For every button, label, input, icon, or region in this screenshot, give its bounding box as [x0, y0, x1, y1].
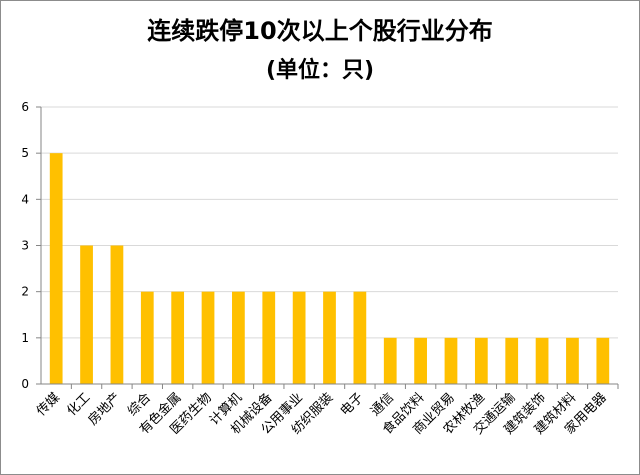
gridlines	[41, 106, 618, 339]
y-tick-label: 4	[21, 192, 29, 206]
bar	[383, 337, 397, 384]
bar	[566, 337, 579, 384]
bar	[414, 337, 427, 384]
x-category-label: 电子	[338, 390, 367, 419]
y-tick-label: 1	[21, 331, 29, 345]
bar	[171, 291, 185, 384]
y-tick-label: 6	[21, 100, 29, 114]
y-axis-ticks: 0 1 2 3 4 5 6	[21, 100, 41, 391]
bar	[110, 245, 124, 384]
y-tick-label: 2	[21, 285, 29, 299]
bar	[505, 337, 519, 384]
bar	[201, 291, 215, 384]
bar	[596, 337, 610, 384]
chart-subtitle: (单位：只)	[266, 57, 374, 83]
x-category-label: 传媒	[34, 390, 63, 419]
bar	[353, 291, 367, 384]
bar	[444, 337, 458, 384]
y-tick-label: 0	[21, 377, 29, 391]
bar	[474, 337, 488, 384]
x-category-label: 房地产	[85, 390, 124, 429]
bar	[262, 291, 276, 384]
chart-title: 连续跌停10次以上个股行业分布	[147, 17, 492, 45]
bar	[292, 291, 306, 384]
bar	[140, 291, 154, 384]
bar	[232, 291, 245, 384]
bar	[49, 153, 63, 384]
y-tick-label: 3	[21, 239, 29, 253]
bar	[80, 245, 93, 384]
bar	[535, 337, 549, 384]
bars	[49, 153, 610, 384]
bar	[323, 291, 336, 384]
y-tick-label: 5	[21, 146, 29, 160]
